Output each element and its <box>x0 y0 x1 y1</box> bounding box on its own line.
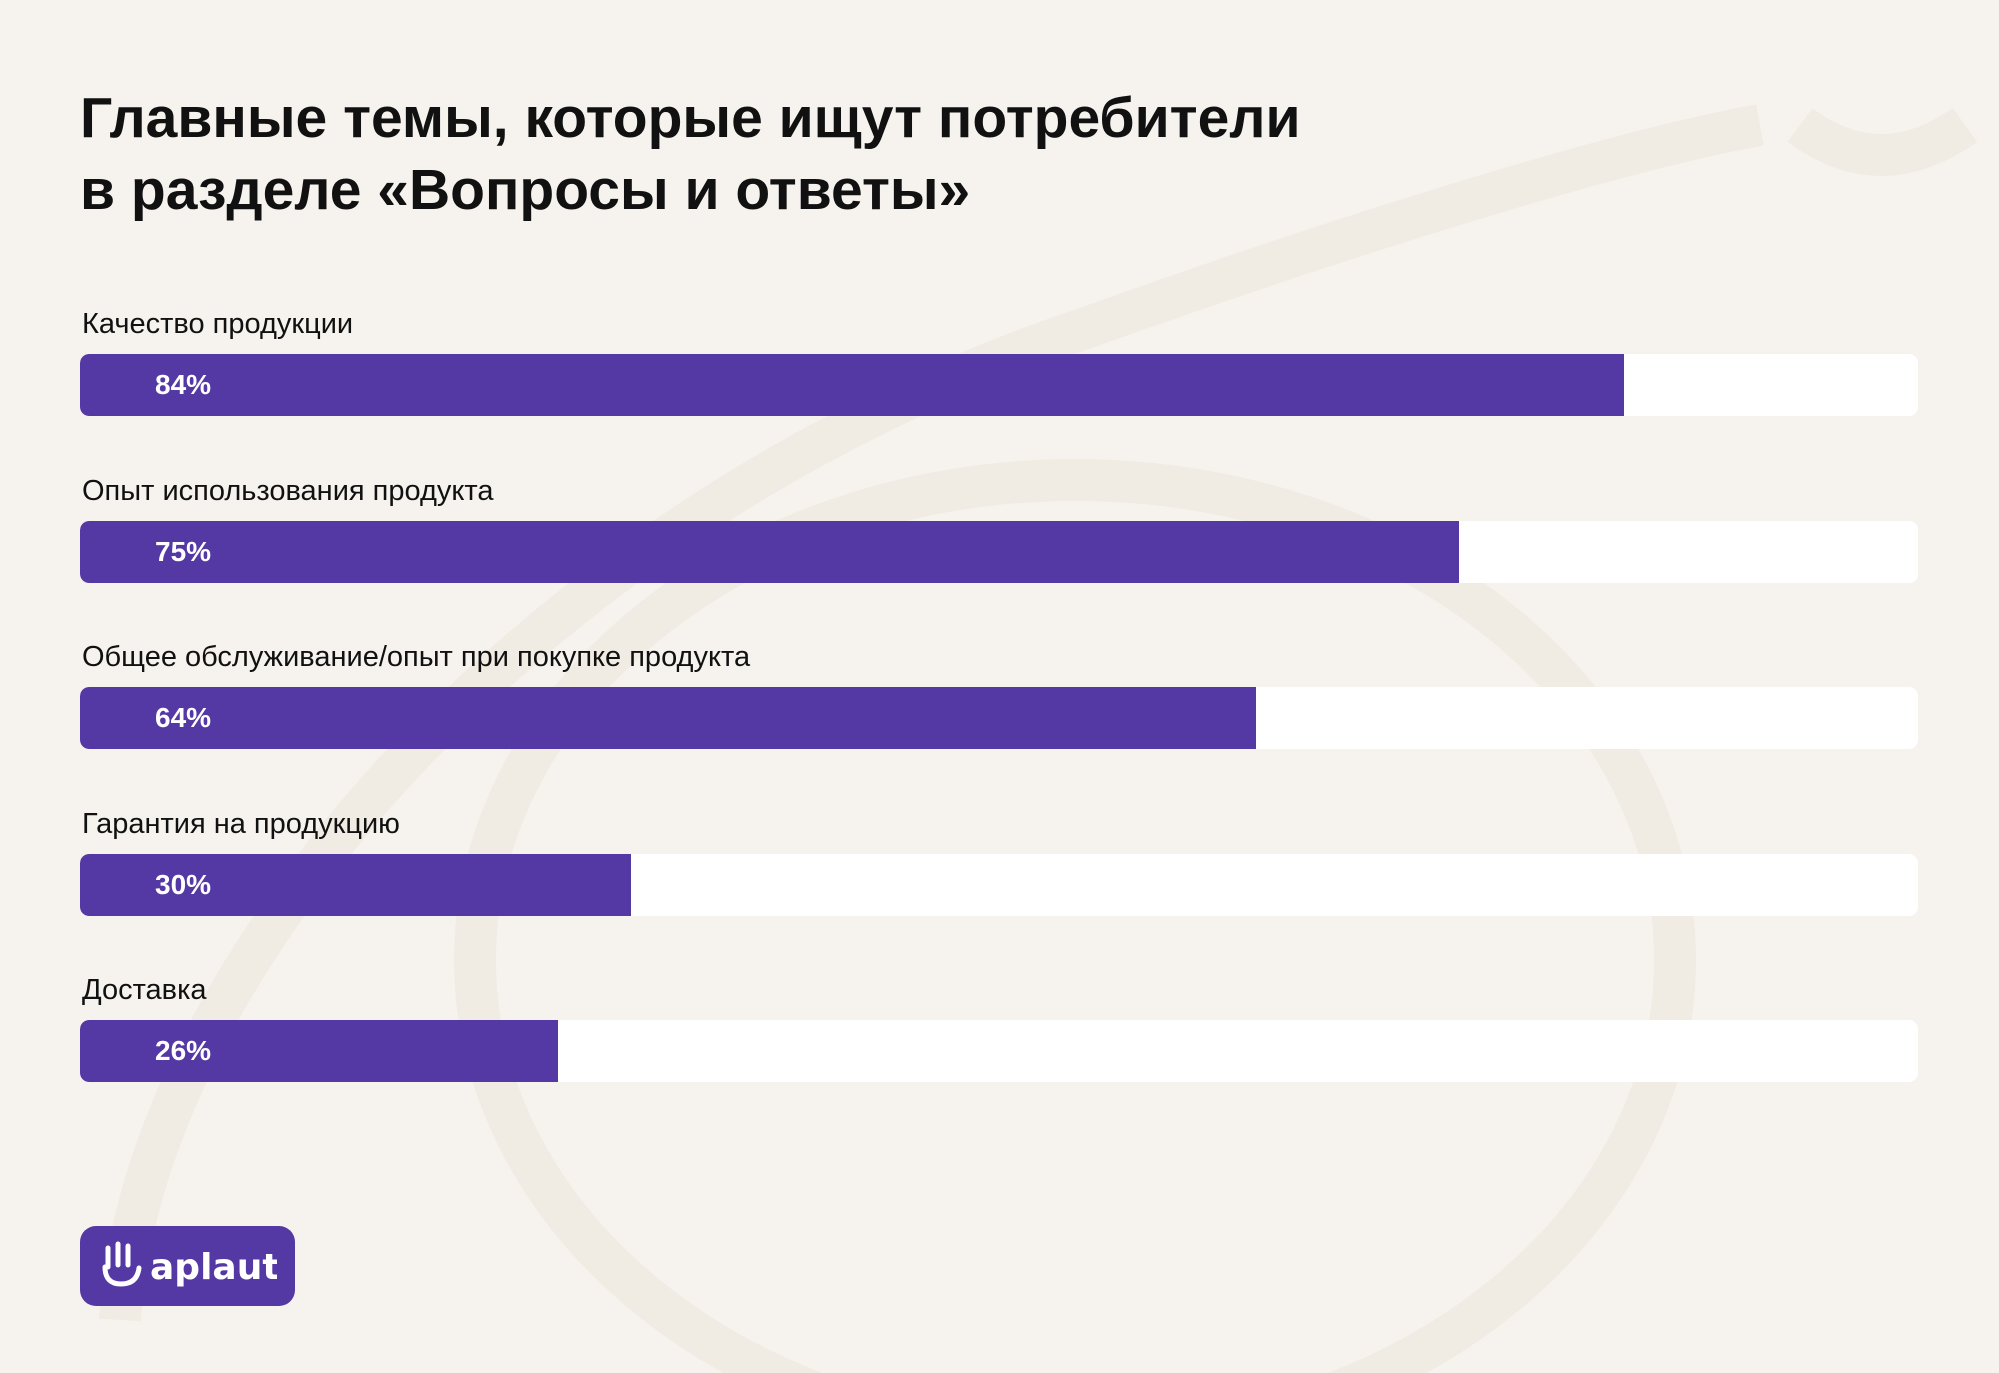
bar-track: 75% <box>80 520 1918 583</box>
bar-track: 26% <box>80 1020 1918 1082</box>
category-label: Гарантия на продукцию <box>82 807 400 840</box>
bar: 75% <box>80 520 1459 583</box>
hand-icon: aplaut <box>102 1241 277 1288</box>
chart-title: Главные темы, которые ищут потребители в… <box>80 82 1580 226</box>
data-label: 30% <box>155 868 212 900</box>
bar: 30% <box>80 853 631 916</box>
bar: 84% <box>80 354 1624 416</box>
bar-chart: Качество продукции 84% Опыт использования … <box>80 0 1920 1130</box>
category-label: Опыт использования продукта <box>82 474 494 507</box>
aplaut-logo: aplaut <box>80 1226 295 1306</box>
bar-track: 30% <box>80 853 1918 916</box>
data-label: 75% <box>155 535 212 567</box>
category-label: Доставка <box>82 974 207 1006</box>
data-label: 26% <box>155 1035 212 1066</box>
data-label: 84% <box>155 369 212 400</box>
title-line-2: в разделе «Вопросы и ответы» <box>80 158 971 222</box>
data-label: 64% <box>155 702 212 733</box>
category-label: Качество продукции <box>82 308 354 340</box>
logo-wordmark: aplaut <box>150 1247 277 1288</box>
bar-track: 84% <box>80 354 1918 416</box>
bar-track: 64% <box>80 687 1918 749</box>
bar: 26% <box>80 1020 558 1082</box>
category-label: Общее обслуживание/опыт при покупке прод… <box>82 641 751 673</box>
title-line-1: Главные темы, которые ищут потребители <box>80 86 1301 150</box>
bar: 64% <box>80 687 1256 749</box>
